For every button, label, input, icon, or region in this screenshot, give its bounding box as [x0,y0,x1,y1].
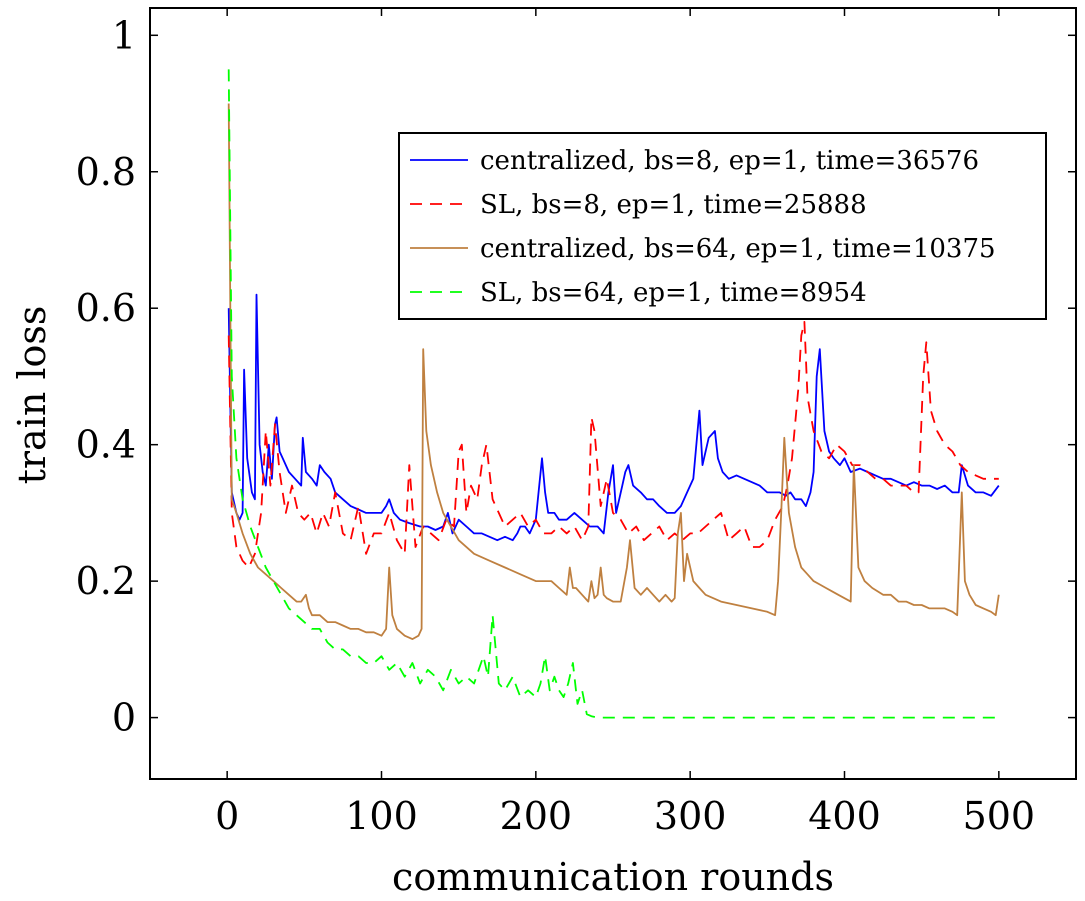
x-tick-label: 500 [963,794,1036,838]
x-tick-label: 100 [345,794,418,838]
plot-frame [149,7,1077,780]
x-tick-label: 300 [654,794,727,838]
legend-box [398,132,1047,320]
x-tick-label: 0 [215,794,239,838]
legend-label-2: SL, bs=8, ep=1, time=25888 [480,190,867,220]
y-tick-label: 0.2 [76,559,136,603]
legend-label-4: SL, bs=64, ep=1, time=8954 [480,278,867,308]
x-tick-label: 400 [808,794,881,838]
series-layer [227,69,1000,719]
legend: centralized, bs=8, ep=1, time=36576 SL, b… [398,132,1047,320]
series-line-4 [227,69,999,719]
x-axis-label: communication rounds [392,855,834,899]
x-tick-label: 200 [500,794,573,838]
series-line-2 [227,320,999,569]
legend-label-1: centralized, bs=8, ep=1, time=36576 [480,146,979,176]
y-tick-label: 0 [112,696,136,740]
series-line-3 [227,103,1000,640]
ticks-layer: 0 100 200 300 400 500 0 0.2 0.4 0.6 0.8 1 [76,8,1076,838]
series-line-1 [227,293,1000,542]
y-tick-label: 0.6 [76,286,136,330]
y-tick-label: 0.8 [76,150,136,194]
y-tick-label: 0.4 [76,423,136,467]
y-axis-label: train loss [10,306,54,485]
legend-label-3: centralized, bs=64, ep=1, time=10375 [480,234,996,264]
y-tick-label: 1 [112,13,136,57]
